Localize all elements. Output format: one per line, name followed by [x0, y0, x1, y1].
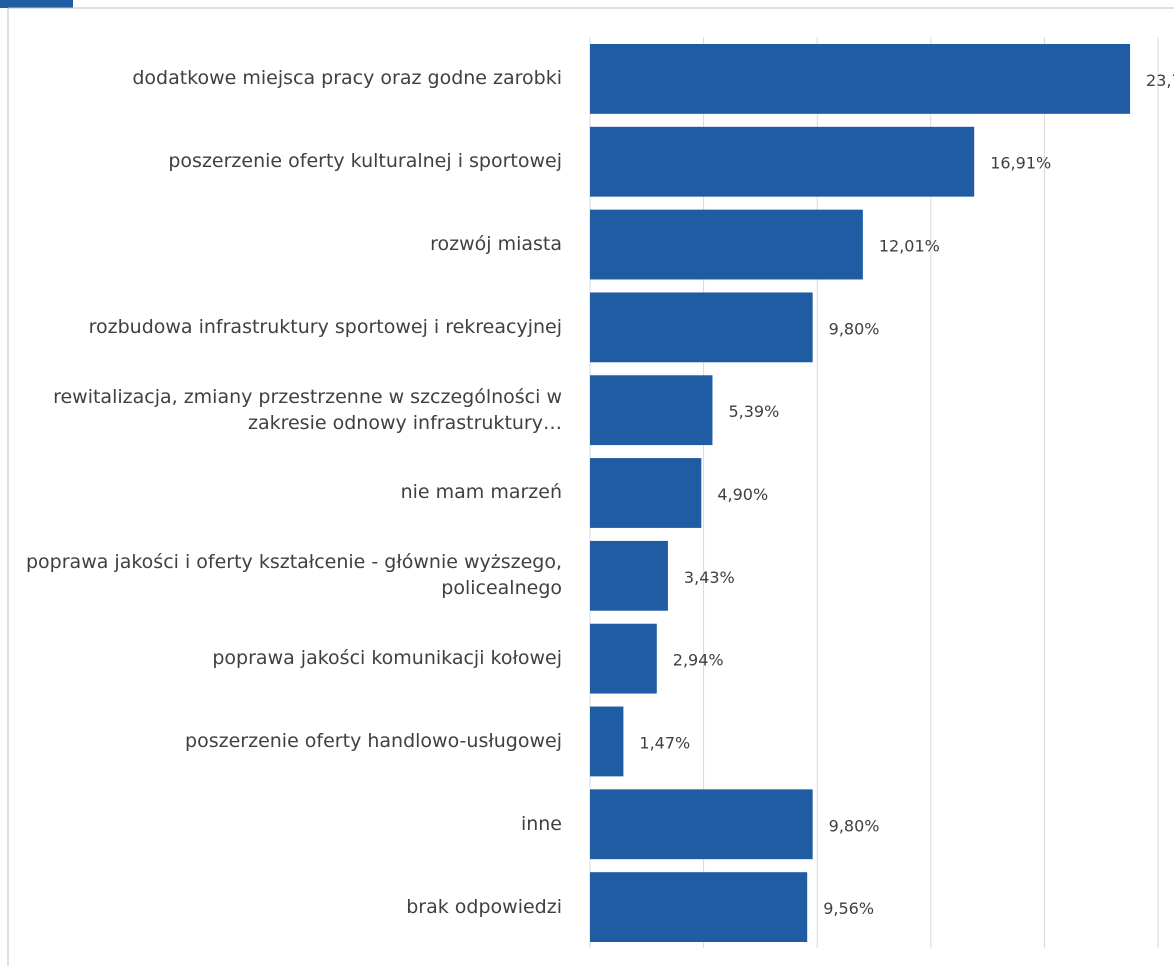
value-label: 1,47% — [639, 733, 690, 752]
bar — [590, 292, 813, 363]
value-label: 3,43% — [684, 568, 735, 587]
category-label: poszerzenie oferty handlowo-usługowej — [185, 729, 562, 752]
category-label: dodatkowe miejsca pracy oraz godne zarob… — [132, 67, 562, 90]
category-label: nie mam marzeń — [400, 481, 562, 504]
value-label: 2,94% — [673, 651, 724, 670]
bar — [590, 623, 657, 694]
category-label: brak odpowiedzi — [406, 895, 562, 918]
header-tab — [0, 0, 73, 8]
bar — [590, 44, 1131, 114]
category-label: poprawa jakości komunikacji kołowej — [212, 647, 562, 670]
value-label: 9,56% — [823, 899, 874, 918]
category-label: rewitalizacja, zmiany przestrzenne w szc… — [53, 385, 562, 434]
value-label: 5,39% — [728, 402, 779, 421]
value-label: 9,80% — [829, 319, 880, 338]
bar — [590, 209, 863, 280]
category-label: inne — [520, 812, 562, 835]
category-label: rozwój miasta — [430, 233, 562, 256]
value-label: 23,77% — [1146, 71, 1174, 90]
category-label: poprawa jakości i oferty kształcenie - g… — [26, 551, 562, 600]
value-label: 16,91% — [990, 154, 1051, 173]
value-label: 9,80% — [829, 816, 880, 835]
bar — [590, 540, 668, 611]
bar — [590, 458, 702, 528]
category-label: poszerzenie oferty kulturalnej i sportow… — [168, 150, 562, 173]
category-label: rozbudowa infrastruktury sportowej i rek… — [88, 315, 562, 338]
value-label: 4,90% — [717, 485, 768, 504]
bar — [590, 872, 808, 942]
bar — [590, 375, 713, 446]
bar — [590, 126, 975, 197]
bar — [590, 706, 624, 777]
value-label: 12,01% — [879, 237, 940, 256]
bar — [590, 789, 813, 860]
